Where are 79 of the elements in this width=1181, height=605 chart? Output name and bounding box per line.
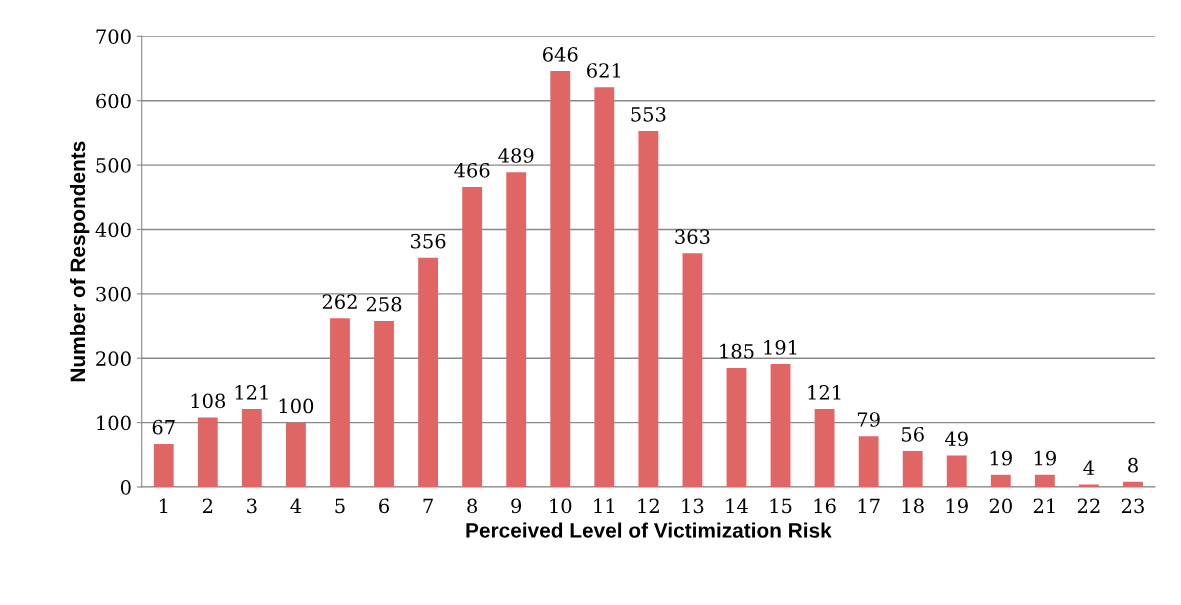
data-label: 356 — [411, 233, 446, 249]
bar — [462, 186, 483, 488]
bar — [197, 417, 218, 488]
y-tick-label: 100 — [97, 415, 131, 431]
data-label: 363 — [675, 229, 710, 244]
y-tick-label: 400 — [95, 222, 131, 238]
data-label: 489 — [498, 148, 534, 163]
x-tick-label: 14 — [726, 498, 748, 513]
data-label: 79 — [857, 412, 880, 427]
bar — [726, 367, 747, 488]
data-label: 553 — [631, 106, 666, 122]
x-tick-label: 18 — [902, 498, 924, 514]
x-tick-label: 19 — [946, 498, 968, 514]
bar — [241, 409, 262, 488]
bar — [374, 320, 394, 488]
bar — [1123, 481, 1143, 488]
bar — [418, 257, 438, 488]
data-label: 262 — [322, 294, 357, 309]
bar — [506, 172, 527, 488]
x-tick-label: 21 — [1033, 498, 1055, 513]
bar — [594, 87, 615, 488]
x-axis-title: Perceived Level of Victimization Risk — [466, 522, 832, 538]
data-label: 466 — [454, 162, 490, 178]
x-tick-label: 16 — [814, 498, 836, 514]
data-label: 56 — [901, 426, 924, 442]
data-label: 67 — [152, 419, 175, 435]
x-tick-label: 6 — [379, 498, 389, 514]
data-label: 191 — [764, 340, 797, 355]
y-tick-label: 200 — [96, 351, 131, 366]
bar — [946, 455, 967, 488]
data-label: 4 — [1083, 460, 1095, 475]
bar — [990, 474, 1011, 488]
x-tick-label: 9 — [511, 498, 522, 514]
y-tick-label: 600 — [96, 93, 131, 109]
bar — [330, 318, 350, 488]
data-label: 121 — [235, 385, 268, 400]
y-tick-label: 500 — [96, 158, 131, 173]
bar — [550, 71, 571, 488]
bar — [1034, 474, 1055, 488]
bar — [902, 450, 923, 488]
x-tick-label: 5 — [335, 498, 345, 514]
data-label: 49 — [944, 431, 968, 447]
bar — [682, 253, 703, 488]
x-tick-label: 23 — [1121, 498, 1144, 514]
x-tick-label: 10 — [550, 498, 572, 514]
data-label: 8 — [1128, 457, 1138, 473]
bar — [153, 443, 174, 488]
x-tick-label: 22 — [1077, 498, 1100, 513]
data-label: 19 — [990, 450, 1012, 466]
bar — [1079, 484, 1099, 488]
data-label: 100 — [279, 398, 314, 414]
data-label: 185 — [720, 343, 754, 359]
x-tick-label: 4 — [290, 498, 302, 513]
bar — [638, 130, 659, 488]
x-tick-label: 15 — [770, 498, 792, 514]
bar — [858, 436, 879, 488]
y-tick-label: 700 — [96, 29, 131, 44]
x-tick-label: 1 — [159, 498, 168, 513]
y-tick-label: 300 — [96, 286, 131, 302]
data-label: 108 — [191, 393, 226, 409]
x-tick-label: 20 — [989, 498, 1012, 514]
bar — [770, 364, 791, 488]
bar — [286, 422, 306, 488]
x-tick-label: 3 — [247, 498, 257, 514]
data-label: 621 — [587, 63, 621, 78]
y-axis-title: Number of Respondents — [69, 141, 90, 382]
data-label: 121 — [808, 385, 841, 400]
x-tick-label: 17 — [858, 498, 880, 513]
x-tick-label: 7 — [423, 498, 433, 513]
x-tick-label: 12 — [638, 498, 659, 513]
x-tick-label: 11 — [594, 498, 614, 513]
data-label: 258 — [366, 296, 402, 312]
data-label: 646 — [543, 47, 578, 62]
x-tick-label: 13 — [682, 498, 704, 514]
x-tick-label: 2 — [202, 498, 213, 513]
y-tick-label: 0 — [120, 479, 131, 495]
bar — [814, 409, 835, 488]
x-tick-label: 8 — [467, 498, 478, 514]
data-label: 19 — [1034, 450, 1056, 466]
